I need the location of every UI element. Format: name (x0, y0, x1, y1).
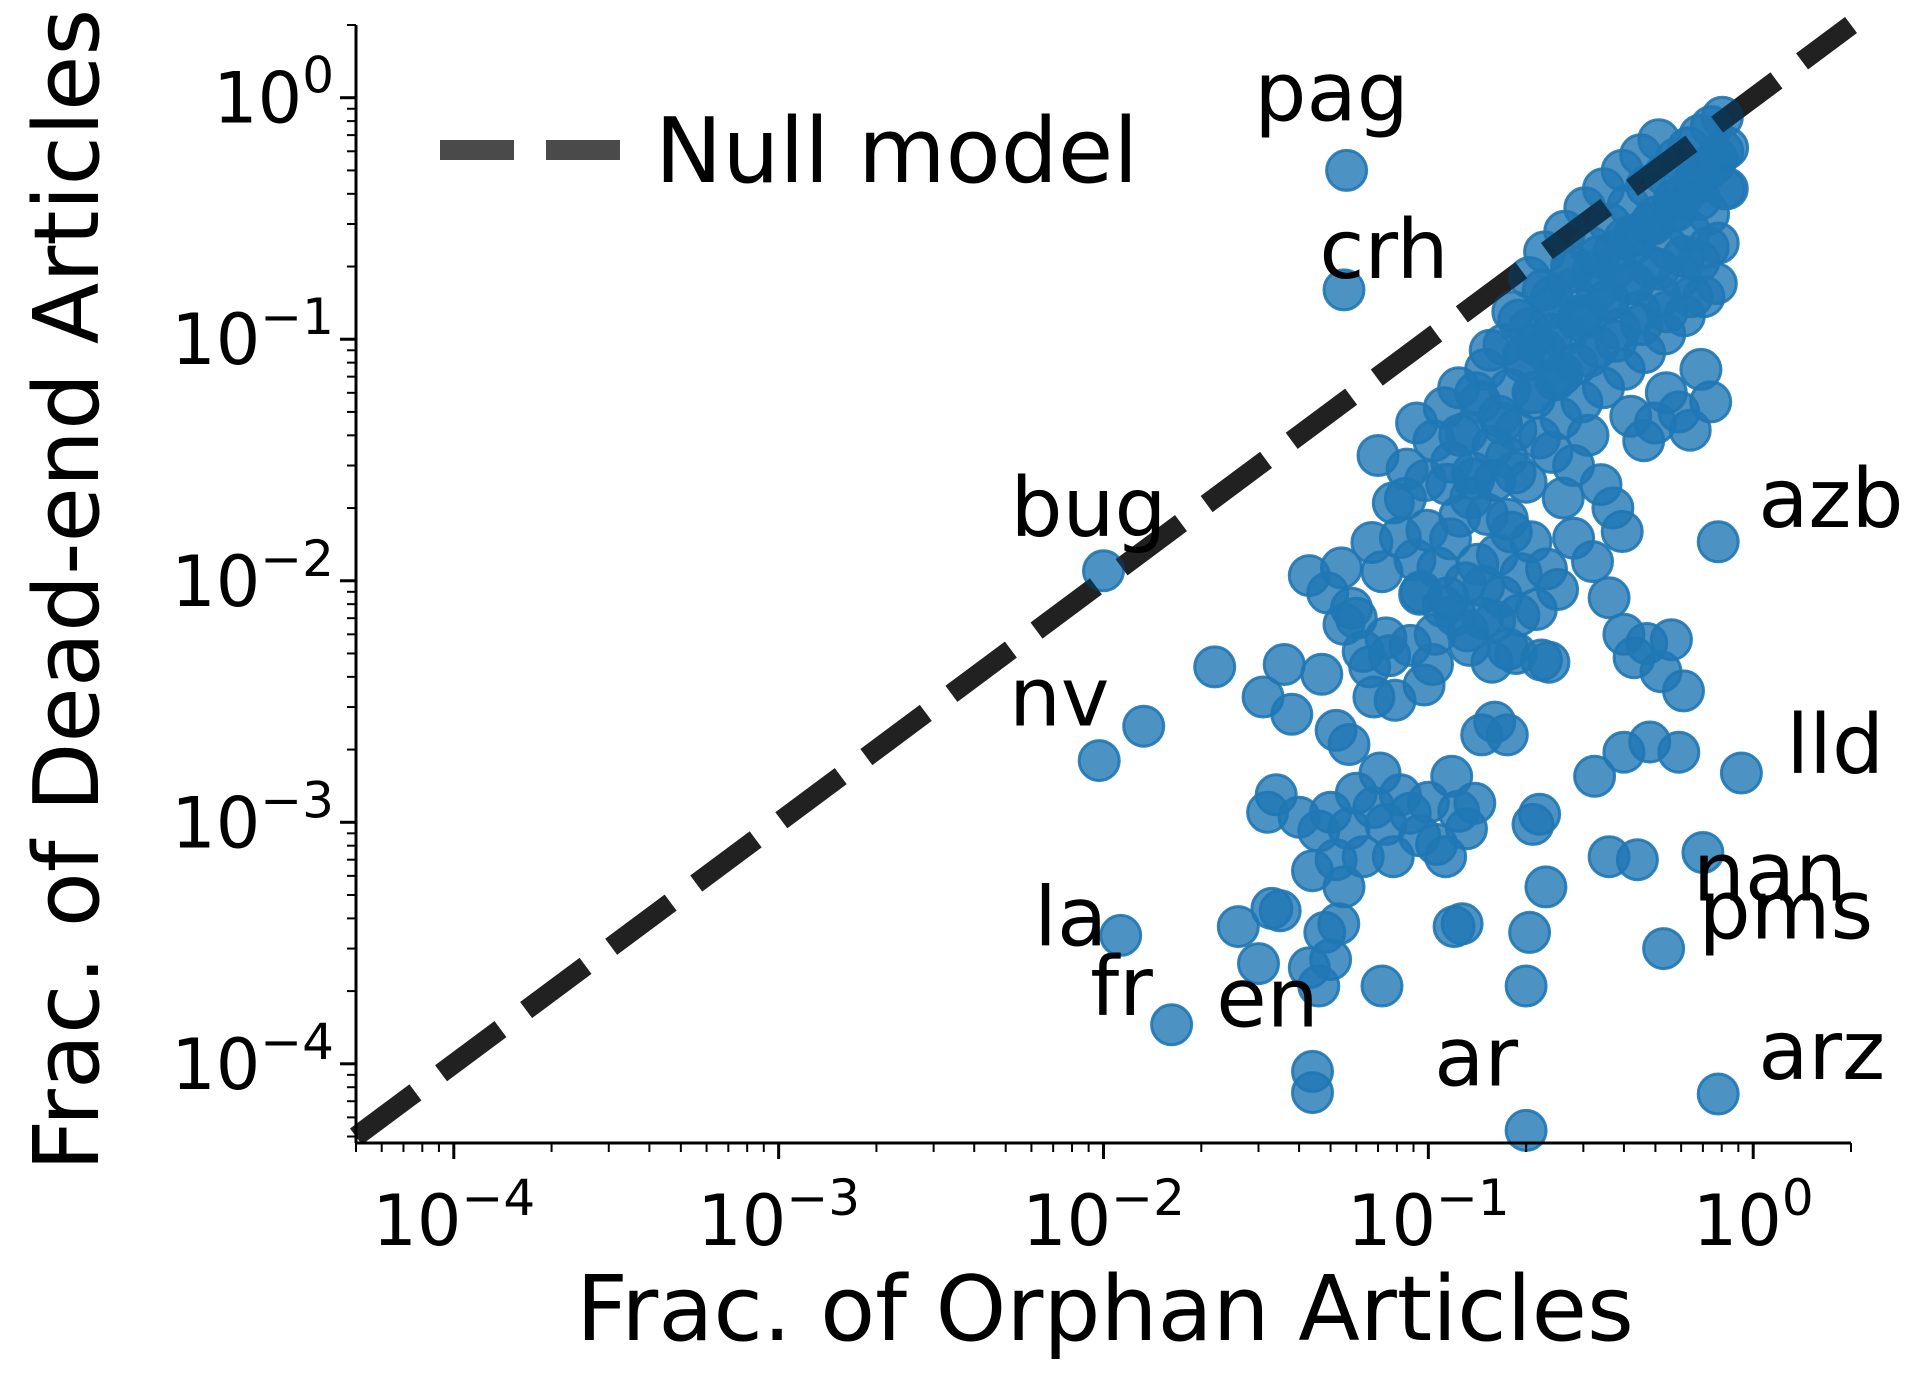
data-point (1327, 723, 1371, 766)
data-point (1657, 730, 1701, 774)
data-point (1485, 713, 1529, 757)
data-point (1518, 792, 1562, 836)
points-layer (1077, 95, 1763, 1152)
point-label-lld: lld (1786, 698, 1884, 793)
data-point-la (1099, 913, 1143, 957)
data-point (1270, 692, 1314, 736)
data-point (1536, 568, 1580, 611)
data-point (1615, 838, 1659, 882)
point-label-pag: pag (1254, 45, 1408, 140)
data-point (1480, 401, 1523, 445)
point-label-arz: arz (1758, 1004, 1885, 1099)
point-label-ar: ar (1434, 1010, 1518, 1105)
data-point-bug (1082, 549, 1125, 593)
data-point (1573, 754, 1617, 798)
point-label-pms: pms (1699, 864, 1874, 959)
data-point (1438, 413, 1482, 457)
data-point (1258, 889, 1302, 933)
y-tick-label: 10−3 (171, 771, 334, 864)
data-point-lld (1719, 751, 1763, 795)
data-point (1527, 640, 1571, 684)
data-point (1649, 618, 1693, 662)
data-point (1454, 371, 1498, 415)
data-point-azb (1696, 520, 1740, 564)
data-point-arz (1696, 1072, 1740, 1116)
data-point (1493, 451, 1537, 495)
data-point (1566, 413, 1610, 457)
data-point-pms (1642, 927, 1686, 971)
data-point (1600, 510, 1644, 553)
data-point (1694, 262, 1738, 306)
data-point (1440, 902, 1484, 946)
data-point (1689, 380, 1733, 424)
point-label-fr: fr (1090, 940, 1153, 1035)
data-point (1702, 167, 1746, 211)
x-tick-label: 10−2 (1022, 1169, 1185, 1262)
point-label-nan: nan (1693, 826, 1847, 921)
data-point-pag (1325, 148, 1369, 192)
point-label-crh: crh (1319, 203, 1448, 298)
data-point (1300, 652, 1344, 696)
data-point-nv (1077, 739, 1121, 783)
x-tick-label: 10−1 (1347, 1169, 1510, 1262)
data-point (1237, 942, 1280, 986)
data-point-fr (1150, 1003, 1194, 1047)
x-axis-label: Frac. of Orphan Articles (576, 1257, 1634, 1362)
data-point (1193, 645, 1237, 689)
data-point (1706, 126, 1750, 170)
point-label-en: en (1216, 951, 1318, 1046)
point-label-bug: bug (1010, 461, 1166, 556)
data-point (1485, 497, 1529, 541)
data-point (1497, 593, 1541, 637)
null-model-overlay (350, 16, 1857, 1145)
data-point (1360, 964, 1404, 1008)
x-tick-label: 10−4 (372, 1169, 535, 1262)
y-tick-label: 10−2 (171, 530, 334, 623)
data-point (1317, 902, 1361, 946)
data-point-crh (1322, 268, 1366, 312)
data-point (1491, 290, 1535, 334)
legend: Null model (440, 99, 1138, 204)
point-label-la: la (1034, 870, 1107, 965)
null-model-line-overlay (350, 16, 1857, 1145)
data-point-nan (1681, 831, 1725, 874)
y-tick-label: 10−4 (171, 1013, 334, 1106)
ticks-layer: 10−4 10−3 10−2 10−1 100 10−4 10−3 10−2 10−1 100 (171, 24, 1852, 1262)
data-point (1524, 865, 1568, 909)
legend-label-null-model: Null model (655, 99, 1138, 204)
data-point (1662, 669, 1705, 713)
data-point (1587, 576, 1631, 620)
data-point (1571, 540, 1614, 584)
data-point (1508, 910, 1552, 954)
x-tick-label: 10−3 (697, 1169, 860, 1262)
x-tick-label: 100 (1693, 1169, 1814, 1262)
data-point (1686, 225, 1730, 269)
data-point (1122, 704, 1166, 748)
data-point (1453, 781, 1497, 825)
data-point (1216, 905, 1260, 949)
point-label-azb: azb (1758, 452, 1903, 547)
data-point (1262, 643, 1306, 686)
y-axis-label: Frac. of Dead-end Articles (15, 9, 120, 1172)
y-tick-label: 100 (213, 47, 334, 140)
y-tick-label: 10−1 (171, 288, 334, 381)
point-label-nv: nv (1009, 651, 1110, 746)
data-point-en (1291, 1049, 1334, 1093)
data-point (1504, 964, 1548, 1008)
